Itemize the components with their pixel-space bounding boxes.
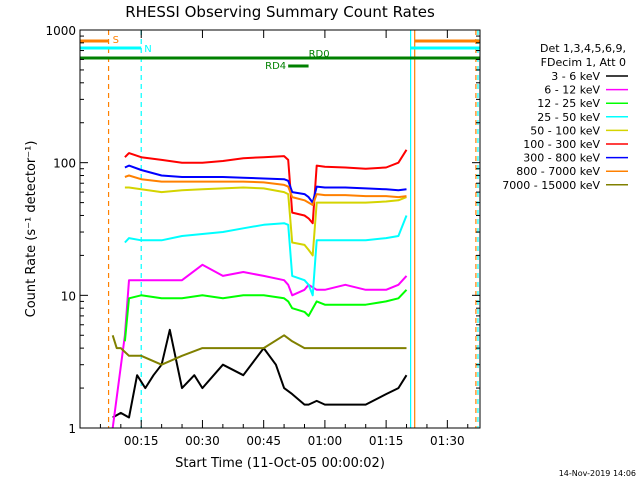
flag-label-s: S (113, 35, 119, 46)
vertical-markers (107, 30, 479, 428)
series-line-4 (124, 186, 407, 257)
series-line-7 (124, 174, 407, 206)
legend-label-1: 6 - 12 keV (544, 84, 600, 97)
x-tick-label-1: 00:30 (185, 434, 220, 448)
legend: Det 1,3,4,5,6,9, FDecim 1, Att 0 3 - 6 k… (502, 42, 628, 192)
series-line-8 (111, 334, 407, 366)
axes: 00:15 00:30 00:45 01:00 01:15 01:30 1 10 100 1000 (45, 24, 480, 448)
y-tick-label-2: 100 (53, 157, 76, 171)
legend-label-6: 300 - 800 keV (523, 152, 600, 165)
series-group (111, 149, 408, 429)
legend-label-0: 3 - 6 keV (551, 70, 600, 83)
x-tick-label-2: 00:45 (246, 434, 281, 448)
x-axis-label: Start Time (11-Oct-05 00:00:02) (175, 456, 385, 471)
chart-title: RHESSI Observing Summary Count Rates (125, 3, 435, 21)
plot-frame (79, 29, 481, 429)
legend-header-line-1: Det 1,3,4,5,6,9, (540, 42, 626, 55)
y-tick-label-1: 10 (61, 289, 76, 303)
legend-label-4: 50 - 100 keV (530, 124, 600, 137)
legend-label-5: 100 - 300 keV (523, 138, 600, 151)
flag-label-rd4: RD4 (265, 61, 286, 72)
series-line-3 (124, 215, 408, 297)
flag-label-n: N (144, 44, 151, 55)
y-tick-label-0: 1 (68, 422, 76, 436)
legend-label-7: 800 - 7000 keV (516, 165, 600, 178)
x-tick-label-3: 01:00 (308, 434, 343, 448)
series-line-0 (112, 328, 408, 419)
legend-label-2: 12 - 25 keV (537, 97, 600, 110)
x-tick-label-5: 01:30 (430, 434, 465, 448)
legend-label-8: 7000 - 15000 keV (502, 179, 600, 192)
date-stamp: 14-Nov-2019 14:06 (559, 469, 636, 478)
y-tick-label-3: 1000 (45, 24, 76, 38)
series-line-2 (123, 289, 408, 342)
flag-bars: S N RD0 RD4 (80, 35, 480, 72)
series-line-6 (124, 164, 407, 204)
legend-header-line-2: FDecim 1, Att 0 (541, 56, 626, 69)
x-tick-label-4: 01:15 (369, 434, 404, 448)
series-line-1 (111, 263, 408, 429)
flag-label-rd0: RD0 (309, 49, 330, 60)
y-axis-label: Count Rate (s⁻¹ detector⁻¹) (24, 141, 39, 318)
legend-label-3: 25 - 50 keV (537, 111, 600, 124)
x-tick-label-0: 00:15 (124, 434, 159, 448)
